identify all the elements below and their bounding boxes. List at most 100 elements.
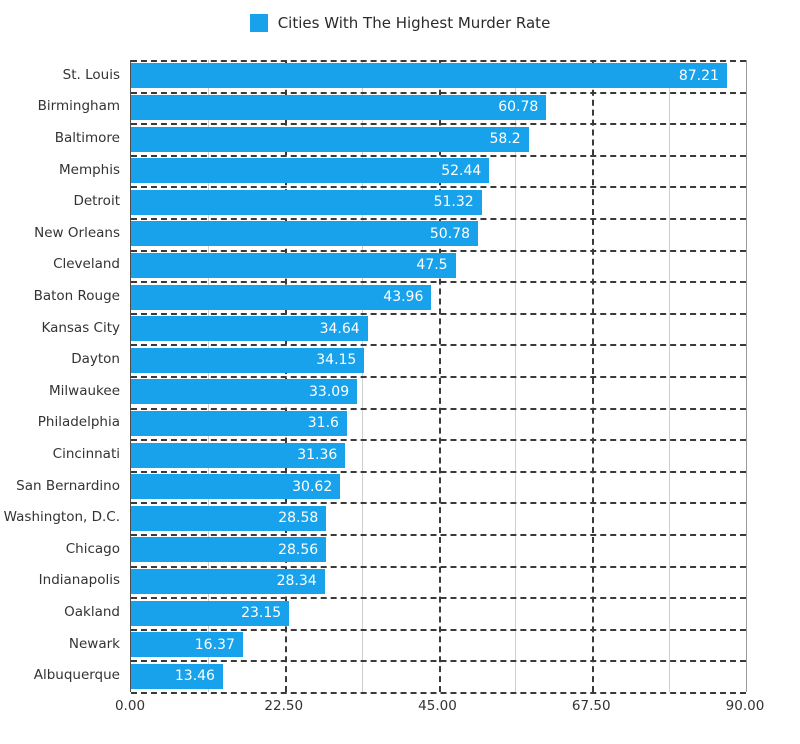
- y-axis-tick-label: Detroit: [73, 193, 120, 210]
- bar-row[interactable]: 43.96: [131, 284, 746, 310]
- y-axis-tick-label: Birmingham: [37, 98, 120, 115]
- bar-row[interactable]: 87.21: [131, 63, 746, 89]
- bar-row[interactable]: 31.36: [131, 442, 746, 468]
- x-axis-tick-label: 67.50: [571, 698, 611, 714]
- bar[interactable]: 28.58: [131, 505, 327, 531]
- y-axis-tick-label: Cincinnati: [52, 446, 120, 462]
- bar[interactable]: 47.5: [131, 252, 456, 278]
- bar-value-label: 31.6: [307, 415, 339, 432]
- bar-value-label: 34.64: [319, 320, 360, 337]
- y-axis-tick-label: Dayton: [71, 351, 120, 368]
- gridline-horizontal: [131, 534, 746, 536]
- bar-row[interactable]: 51.32: [131, 189, 746, 215]
- bar-value-label: 47.5: [416, 257, 448, 274]
- bar[interactable]: 13.46: [131, 663, 223, 689]
- gridline-horizontal: [131, 439, 746, 442]
- bar[interactable]: 58.2: [131, 126, 529, 152]
- gridline-horizontal: [131, 502, 746, 505]
- bar[interactable]: 23.15: [131, 600, 290, 626]
- bar[interactable]: 31.36: [131, 442, 346, 468]
- gridline-horizontal: [131, 660, 746, 663]
- bar[interactable]: 16.37: [131, 632, 243, 658]
- gridline-horizontal: [131, 565, 746, 568]
- y-axis-tick-label: Newark: [68, 635, 120, 652]
- gridline-horizontal: [131, 407, 746, 410]
- gridline-horizontal: [131, 91, 746, 94]
- bar-row[interactable]: 30.62: [131, 474, 746, 500]
- bars: 87.21 60.78 58.2 52.44 51.32 50.78 47.5 43.96 34…: [131, 60, 746, 692]
- bar[interactable]: 33.09: [131, 379, 358, 405]
- bar[interactable]: 28.56: [131, 537, 327, 563]
- bar-row[interactable]: 16.37: [131, 632, 746, 658]
- bar[interactable]: 30.62: [131, 474, 341, 500]
- gridline-horizontal: [131, 123, 746, 126]
- bar-value-label: 58.2: [489, 131, 521, 147]
- gridline-horizontal: [131, 281, 746, 284]
- y-axis-tick-label: Milwaukee: [49, 382, 120, 399]
- bar-value-label: 13.46: [174, 668, 215, 685]
- y-axis-tick-label: Washington, D.C.: [3, 509, 120, 526]
- bar-row[interactable]: 47.5: [131, 252, 746, 278]
- y-axis-tick-label: Indianapolis: [38, 572, 120, 589]
- y-axis-tick-label: Oakland: [64, 604, 120, 620]
- x-axis-tick-label: 0.00: [114, 698, 146, 714]
- bar[interactable]: 43.96: [131, 284, 432, 310]
- bar-row[interactable]: 23.15: [131, 600, 746, 626]
- gridline-horizontal: [131, 249, 746, 252]
- bar-value-label: 60.78: [498, 99, 539, 116]
- bar-row[interactable]: 34.15: [131, 347, 746, 373]
- bar-value-label: 50.78: [429, 225, 470, 242]
- y-axis-tick-label: Kansas City: [41, 319, 120, 336]
- bar-value-label: 28.34: [276, 573, 317, 590]
- y-axis-tick-label: Memphis: [58, 161, 120, 178]
- y-axis-tick-label: Baltimore: [54, 130, 120, 146]
- bar[interactable]: 51.32: [131, 189, 482, 215]
- gridline-horizontal: [131, 312, 746, 315]
- bar-row[interactable]: 28.58: [131, 505, 746, 531]
- bar-row[interactable]: 33.09: [131, 379, 746, 405]
- y-axis-tick-label: Cleveland: [53, 256, 120, 273]
- bar-row[interactable]: 28.34: [131, 568, 746, 594]
- chart-legend[interactable]: Cities With The Highest Murder Rate: [0, 14, 800, 32]
- gridline-horizontal: [131, 60, 746, 62]
- bar-row[interactable]: 50.78: [131, 221, 746, 247]
- gridline-horizontal: [131, 692, 746, 694]
- bar-value-label: 31.36: [297, 447, 338, 463]
- bar-value-label: 87.21: [678, 67, 719, 84]
- bar[interactable]: 60.78: [131, 94, 547, 120]
- bar-value-label: 16.37: [194, 636, 235, 653]
- bar-value-label: 33.09: [309, 383, 350, 400]
- gridlines: [131, 60, 746, 694]
- bar-row[interactable]: 34.64: [131, 316, 746, 342]
- bar-value-label: 28.56: [278, 541, 319, 558]
- bar-row[interactable]: 58.2: [131, 126, 746, 152]
- bar[interactable]: 31.6: [131, 410, 347, 436]
- bar[interactable]: 34.64: [131, 316, 368, 342]
- gridline-horizontal: [131, 154, 746, 157]
- bar-row[interactable]: 52.44: [131, 158, 746, 184]
- y-axis-tick-label: St. Louis: [62, 66, 120, 83]
- x-axis-tick-label: 45.00: [418, 698, 457, 714]
- y-axis-tick-label: Philadelphia: [37, 414, 120, 431]
- bar-row[interactable]: 13.46: [131, 663, 746, 689]
- bar[interactable]: 87.21: [131, 63, 727, 89]
- bar[interactable]: 50.78: [131, 221, 478, 247]
- y-axis-tick-label: Baton Rouge: [33, 288, 120, 304]
- gridline-horizontal: [131, 376, 746, 378]
- gridline-horizontal: [131, 597, 746, 600]
- bar-value-label: 23.15: [241, 605, 282, 621]
- plot-area: 87.21 60.78 58.2 52.44 51.32 50.78 47.5 43.96 34…: [130, 60, 747, 694]
- bar-row[interactable]: 60.78: [131, 94, 746, 120]
- bar[interactable]: 34.15: [131, 347, 365, 373]
- bar[interactable]: 28.34: [131, 568, 325, 594]
- x-axis-tick-label: 90.00: [725, 698, 765, 714]
- bar[interactable]: 52.44: [131, 158, 490, 184]
- gridline-horizontal: [131, 186, 746, 189]
- y-axis-tick-label: New Orleans: [34, 224, 120, 241]
- bar-row[interactable]: 28.56: [131, 537, 746, 563]
- gridline-horizontal: [131, 344, 746, 347]
- gridline-horizontal: [131, 470, 746, 473]
- gridline-horizontal: [131, 218, 746, 220]
- bar-row[interactable]: 31.6: [131, 410, 746, 436]
